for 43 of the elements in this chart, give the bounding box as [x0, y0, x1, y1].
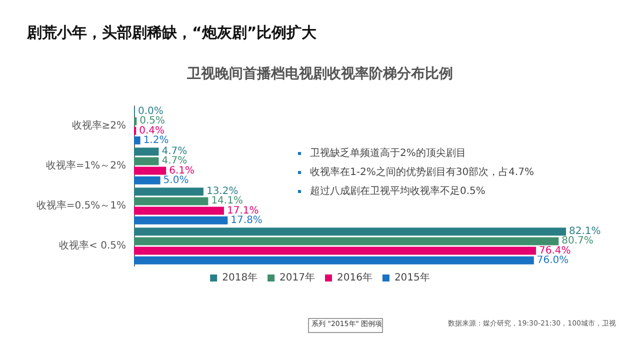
y-tick-label: 收视率=1%～2%: [46, 160, 126, 172]
bar: [134, 176, 160, 184]
bar: [134, 216, 228, 224]
legend-label: 2015年: [394, 272, 430, 284]
bar: [134, 188, 204, 196]
legend-label: 2017年: [280, 272, 316, 284]
bar: [134, 246, 536, 255]
data-label: 1.2%: [143, 134, 169, 146]
data-label: 0.0%: [138, 106, 164, 118]
data-label: 17.1%: [226, 205, 259, 216]
data-label: 4.7%: [162, 156, 188, 167]
bar: [134, 166, 166, 175]
bar: [134, 237, 559, 246]
data-label: 5.0%: [163, 174, 189, 186]
data-label: 13.2%: [206, 186, 238, 198]
annotation: 卫视缺乏单频道高于2%的顶尖剧目: [310, 146, 466, 160]
bar: [134, 228, 566, 236]
y-tick-label: 收视率≥2%: [72, 120, 126, 132]
data-label: 76.4%: [539, 245, 571, 256]
y-tick-label: 收视率=0.5%～1%: [36, 200, 126, 212]
data-label: 4.7%: [162, 146, 188, 158]
data-label: 0.4%: [139, 125, 165, 136]
bar: [134, 157, 159, 166]
annotation: 收视率在1-2%之间的优势剧目有30部次，占4.7%: [310, 166, 534, 179]
data-label: 76.0%: [536, 254, 569, 266]
data-label: 0.5%: [140, 116, 166, 127]
data-label: 82.1%: [569, 226, 601, 238]
chart-title: 剧荒小年，头部剧稀缺，“炮灰剧”比例扩大: [26, 24, 318, 42]
legend-label: 2018年: [222, 272, 258, 284]
data-label: 6.1%: [169, 165, 195, 176]
data-label: 14.1%: [211, 196, 243, 207]
bar: [134, 256, 534, 264]
legend-label: 2016年: [337, 272, 372, 284]
bar: [134, 136, 140, 144]
bar: [134, 206, 224, 215]
data-label: 17.8%: [230, 214, 262, 226]
data-label: 80.7%: [562, 236, 594, 247]
bar: [134, 117, 137, 126]
bar: [134, 197, 208, 206]
bar: [134, 148, 159, 156]
chart-subtitle: 卫视晚间首播档电视剧收视率阶梯分布比例: [186, 65, 453, 82]
y-tick-label: 收视率< 0.5%: [59, 240, 126, 252]
annotation: 超过八成剧在卫视平均收视率不足0.5%: [310, 184, 486, 198]
